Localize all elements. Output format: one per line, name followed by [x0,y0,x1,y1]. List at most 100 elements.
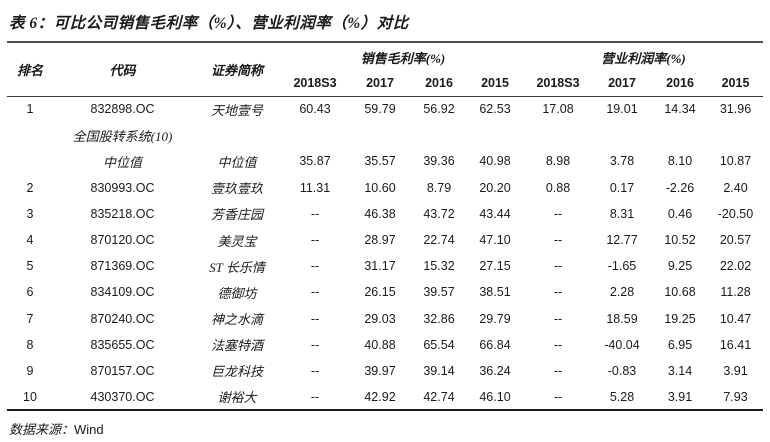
header-row-years: 2018S3 2017 2016 2015 2018S3 2017 2016 2… [7,70,763,97]
value-cell: -- [553,389,563,404]
table-row: 3 835218.OC 芳香庄园 -- 46.38 43.72 43.44 -- 8.31 0.4… [7,201,763,227]
code-cell: 832898.OC [90,102,155,117]
header-year: 2016 [412,70,466,97]
value-cell: 35.87 [299,154,331,169]
value-cell: 10.87 [719,154,752,169]
value-cell: -- [553,206,563,221]
rank-cell: 6 [26,285,34,300]
value-cell: 3.91 [723,363,748,378]
code-cell: 中位值 [102,154,142,170]
table-row: 中位值 中位值 35.87 35.57 39.36 40.98 8.98 3.78 8.10 10… [7,148,763,174]
value-cell: 11.28 [720,285,751,300]
header-group-operating-margin: 营业利润率(%) [601,50,686,66]
table-row: 6 834109.OC 德御坊 -- 26.15 39.57 38.51 -- 2.28 10.6… [7,279,763,305]
title-rule [7,41,763,43]
header-year: 2016 [652,70,708,97]
value-cell: 60.43 [299,102,331,117]
code-cell: 870240.OC [90,311,155,326]
value-cell: 31.17 [364,259,396,274]
table-header: 排名 代码 证券简称 销售毛利率(%) 营业利润率(%) 2018S3 2017… [7,44,763,97]
header-year: 2015 [708,70,763,97]
value-cell: 3.91 [667,389,693,404]
value-cell [282,122,348,148]
header-year: 2018S3 [282,70,348,97]
value-cell [524,122,592,148]
header-year: 2015 [466,70,524,97]
value-cell: 22.74 [423,233,455,248]
value-cell: 2.28 [609,285,635,300]
value-cell [466,122,524,148]
name-cell [192,122,282,148]
value-cell: -- [310,363,320,378]
value-cell: 20.57 [719,233,752,248]
value-cell: 39.36 [423,154,455,169]
value-cell: 11.31 [299,180,331,195]
rank-cell: 1 [26,102,34,117]
table-row: 4 870120.OC 美灵宝 -- 28.97 22.74 47.10 -- 12.77 10.… [7,227,763,253]
value-cell: -- [310,233,320,248]
name-cell: 芳香庄园 [210,207,263,223]
header-code: 代码 [53,44,192,97]
value-cell: -- [553,363,563,378]
value-cell: 46.10 [479,389,511,404]
name-cell: 德御坊 [217,285,257,301]
name-cell: 谢裕大 [217,390,257,406]
rank-cell: 2 [26,180,34,195]
header-year: 2017 [592,70,652,97]
table-row: 7 870240.OC 神之水滴 -- 29.03 32.86 29.79 -- 18.59 19… [7,306,763,332]
value-cell: 18.59 [606,311,638,326]
value-cell: 32.86 [423,311,455,326]
table-row: 1 832898.OC 天地壹号 60.43 59.79 56.92 62.53 17.08 1… [7,96,763,122]
name-cell: ST 长乐情 [209,259,265,275]
value-cell: 2.40 [723,180,748,195]
code-cell: 870120.OC [90,233,155,248]
value-cell: 29.03 [364,311,396,326]
value-cell: 10.52 [664,233,696,248]
value-cell: 26.15 [364,285,396,300]
header-year: 2018S3 [524,70,592,97]
code-cell: 870157.OC [90,363,155,378]
value-cell: 12.77 [606,233,638,248]
value-cell: -- [553,233,563,248]
rank-cell [7,148,53,174]
value-cell: 40.88 [364,337,396,352]
value-cell: -- [553,285,563,300]
table-row: 8 835655.OC 法塞特酒 -- 40.88 65.54 66.84 -- -40.04 6… [7,332,763,358]
value-cell: 43.72 [423,206,455,221]
header-year: 2017 [348,70,412,97]
value-cell: 29.79 [479,311,511,326]
value-cell: 62.53 [479,102,511,117]
table-row: 5 871369.OC ST 长乐情 -- 31.17 15.32 27.15 -- -1.65… [7,253,763,279]
value-cell: 65.54 [423,337,455,352]
value-cell: 8.79 [426,180,452,195]
value-cell: -- [553,311,563,326]
rank-cell [7,122,53,148]
source-value: Wind [74,422,104,438]
value-cell: 56.92 [423,102,455,117]
value-cell: 27.15 [479,259,511,274]
rank-cell: 8 [26,337,34,352]
value-cell: 0.17 [609,180,635,195]
code-cell: 全国股转系统(10) [72,128,173,144]
value-cell: -- [310,337,320,352]
source-label: 数据来源： [9,422,75,438]
value-cell: 10.60 [364,180,396,195]
value-cell: 7.93 [723,389,748,404]
value-cell: 10.47 [719,311,752,326]
code-cell: 835218.OC [90,206,155,221]
name-cell: 天地壹号 [210,102,263,118]
rank-cell: 9 [26,363,34,378]
value-cell: 19.01 [606,102,638,117]
value-cell: -40.04 [604,337,640,352]
value-cell: 15.32 [423,259,455,274]
value-cell: 8.98 [545,154,571,169]
value-cell: 6.95 [667,337,693,352]
table-row: 9 870157.OC 巨龙科技 -- 39.97 39.14 36.24 -- -0.83 3.… [7,358,763,384]
value-cell: 5.28 [609,389,635,404]
header-name: 证券简称 [192,44,282,97]
value-cell: 39.14 [423,363,455,378]
table-body: 1 832898.OC 天地壹号 60.43 59.79 56.92 62.53 17.08 1… [7,96,763,410]
value-cell: 28.97 [364,233,396,248]
rank-cell: 5 [26,259,34,274]
